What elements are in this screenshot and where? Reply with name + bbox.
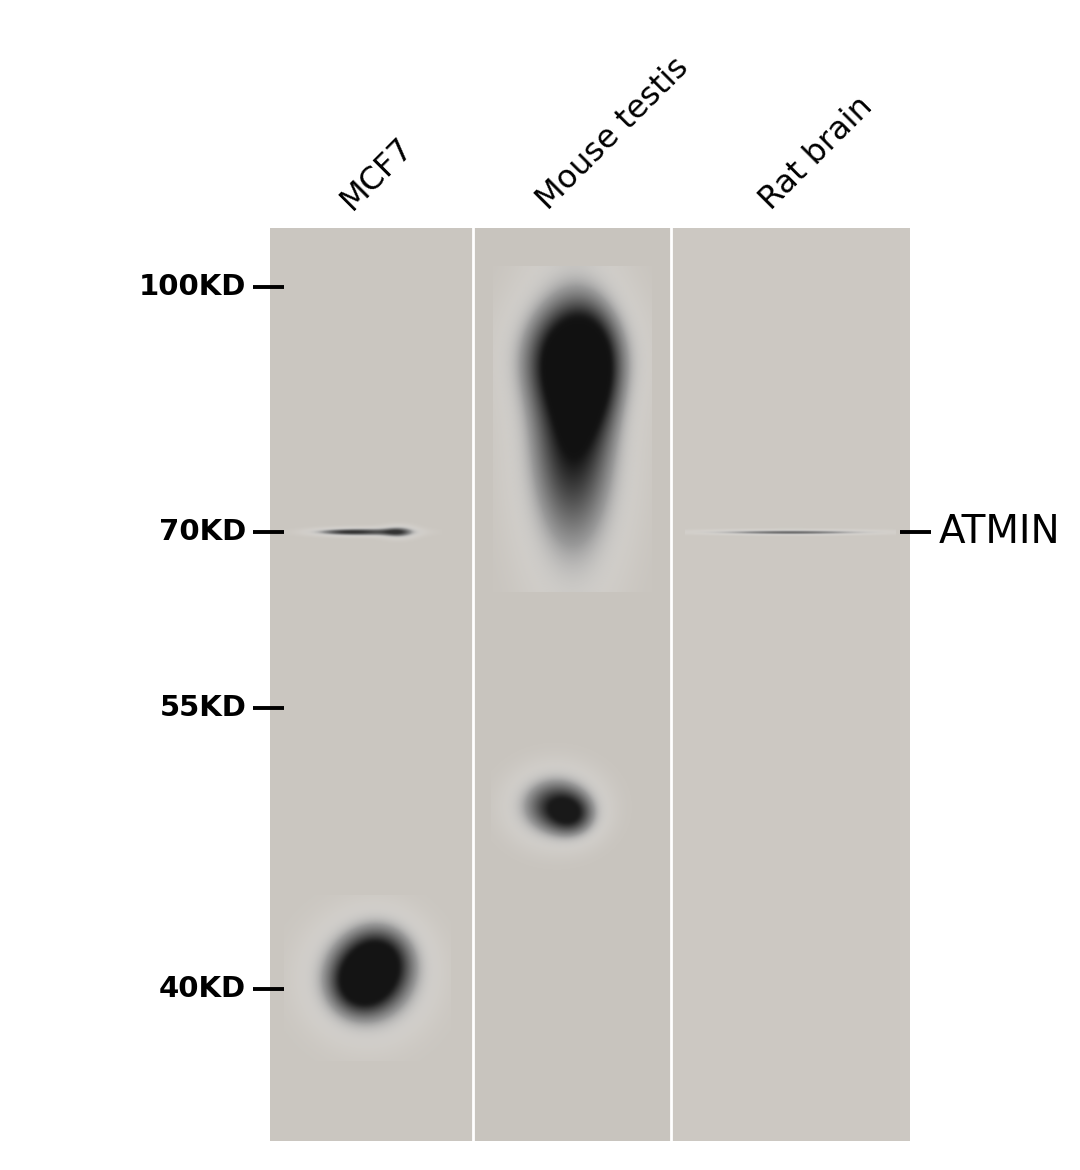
Text: Rat brain: Rat brain (754, 91, 879, 216)
Bar (473, 228, 671, 1141)
Bar (671, 228, 909, 1141)
Text: Mouse testis: Mouse testis (530, 53, 694, 216)
Bar (270, 228, 473, 1141)
Text: ATMIN: ATMIN (939, 514, 1061, 551)
Text: 55KD: 55KD (160, 694, 246, 722)
Text: 70KD: 70KD (159, 518, 246, 546)
Text: 100KD: 100KD (139, 273, 246, 301)
Text: 40KD: 40KD (159, 975, 246, 1003)
Text: MCF7: MCF7 (336, 132, 420, 216)
